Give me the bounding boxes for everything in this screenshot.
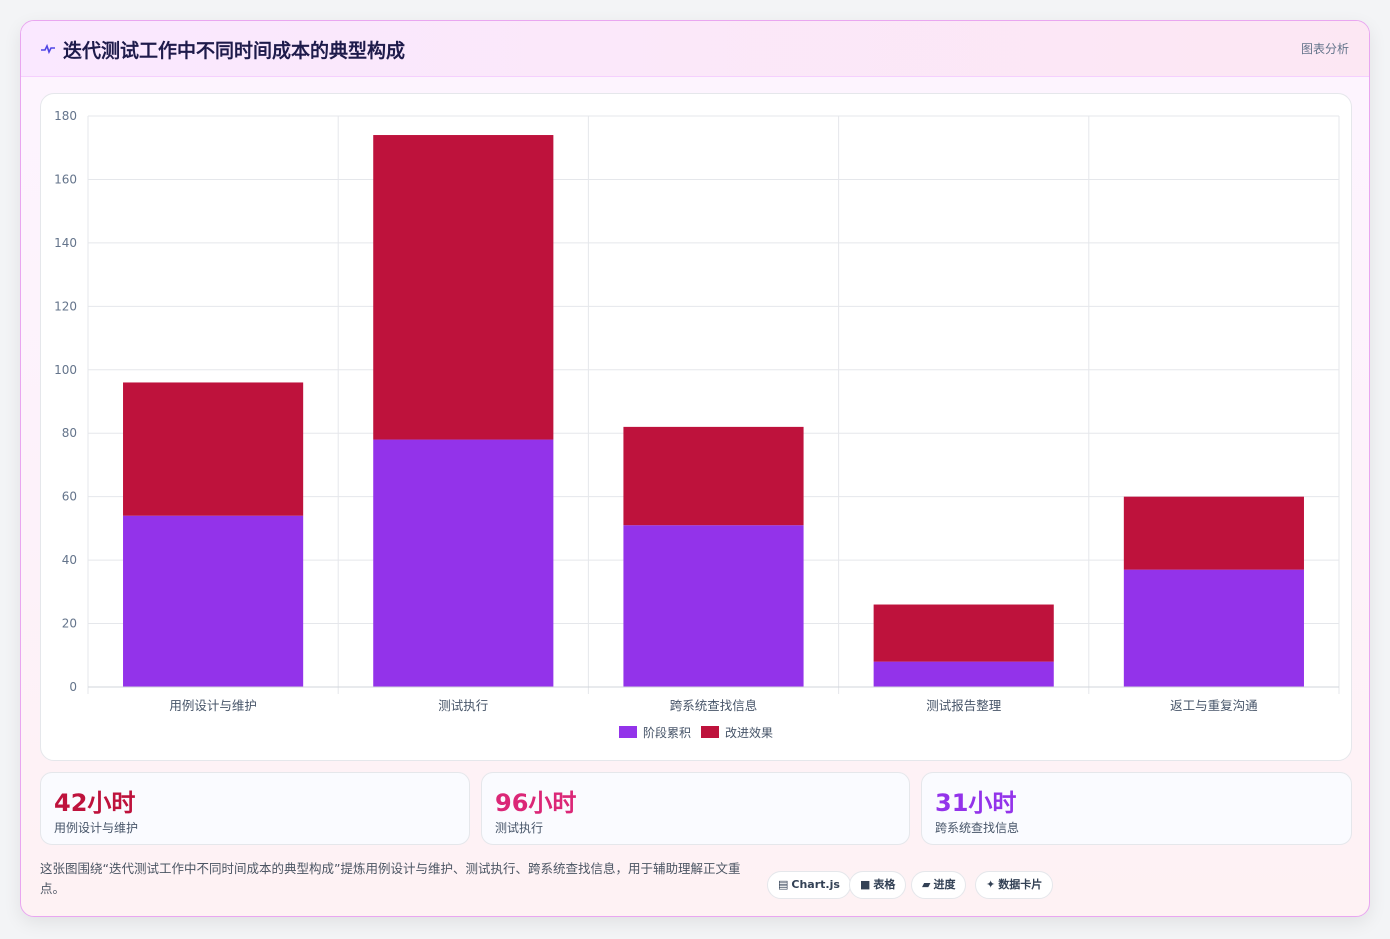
y-tick-label: 60 [62, 490, 77, 504]
chart-card: 迭代测试工作中不同时间成本的典型构成 图表分析 0 20 40 60 80 100 120 1… [20, 20, 1370, 917]
chip-data-card[interactable]: ✦ 数据卡片 [975, 871, 1054, 899]
stat-value: 31小时 [935, 789, 1017, 817]
legend-swatch [619, 726, 637, 738]
bar-stage-cumulative [623, 525, 804, 687]
y-tick-label: 180 [54, 109, 77, 123]
stat-label: 用例设计与维护 [54, 821, 139, 835]
y-tick-label: 160 [54, 172, 77, 186]
stat-value: 42小时 [54, 789, 136, 817]
x-tick-label: 测试执行 [438, 698, 488, 713]
bar-improvement-effect [373, 135, 554, 440]
x-tick-label: 用例设计与维护 [169, 698, 257, 713]
stat-label: 跨系统查找信息 [935, 821, 1020, 835]
stat-card-1: 42小时 用例设计与维护 [40, 772, 470, 845]
chip-chartjs[interactable]: ▤ Chart.js [767, 871, 851, 899]
y-tick-label: 0 [69, 680, 77, 694]
chip-label: Chart.js [791, 878, 840, 891]
pulse-icon [41, 43, 55, 55]
x-tick-label: 测试报告整理 [926, 698, 1002, 713]
x-tick-label: 返工与重复沟通 [1170, 698, 1258, 713]
card-header: 迭代测试工作中不同时间成本的典型构成 图表分析 [21, 21, 1369, 77]
bar-improvement-effect [623, 426, 804, 526]
chip-label: 数据卡片 [998, 878, 1043, 891]
y-tick-label: 100 [54, 363, 77, 377]
stat-card-2: 96小时 测试执行 [481, 772, 910, 845]
y-tick-label: 140 [54, 236, 77, 250]
card-icon: ✦ [986, 878, 996, 891]
chart-area: 0 20 40 60 80 100 120 140 160 180 用例设计与维护 测试执行 跨系统查找… [40, 93, 1352, 761]
chart-tag: 图表分析 [1300, 42, 1349, 56]
bar-stage-cumulative [373, 439, 554, 687]
bar-chart: 0 20 40 60 80 100 120 140 160 180 用例设计与维护 测试执行 跨系统查找… [54, 109, 1340, 740]
table-icon: ■ [860, 878, 871, 891]
chart-description: 这张图围绕“迭代测试工作中不同时间成本的典型构成”提炼用例设计与维护、测试执行、… [40, 861, 741, 896]
stat-label: 测试执行 [495, 821, 544, 835]
y-tick-label: 20 [62, 617, 77, 631]
bar-improvement-effect [1123, 496, 1304, 570]
chip-table[interactable]: ■ 表格 [849, 871, 907, 899]
chip-progress[interactable]: ▰ 进度 [911, 871, 967, 899]
bar-improvement-effect [873, 604, 1054, 662]
chip-label: 表格 [873, 878, 896, 891]
y-tick-label: 40 [62, 553, 77, 567]
stat-value: 96小时 [495, 789, 577, 817]
legend-label: 阶段累积 [643, 725, 691, 740]
legend-label: 改进效果 [725, 725, 773, 740]
bar-improvement-effect [123, 382, 304, 516]
stat-card-3: 31小时 跨系统查找信息 [921, 772, 1352, 845]
y-tick-label: 80 [62, 426, 77, 440]
x-tick-label: 跨系统查找信息 [670, 698, 758, 713]
chart-title: 迭代测试工作中不同时间成本的典型构成 [63, 40, 406, 62]
legend-swatch [701, 726, 719, 738]
chart-icon: ▤ [778, 878, 789, 891]
bar-stage-cumulative [123, 515, 304, 687]
chip-label: 进度 [933, 878, 956, 891]
bar-stage-cumulative [1123, 569, 1304, 687]
bar-stage-cumulative [873, 661, 1054, 687]
progress-icon: ▰ [922, 878, 931, 891]
y-tick-label: 120 [54, 299, 77, 313]
